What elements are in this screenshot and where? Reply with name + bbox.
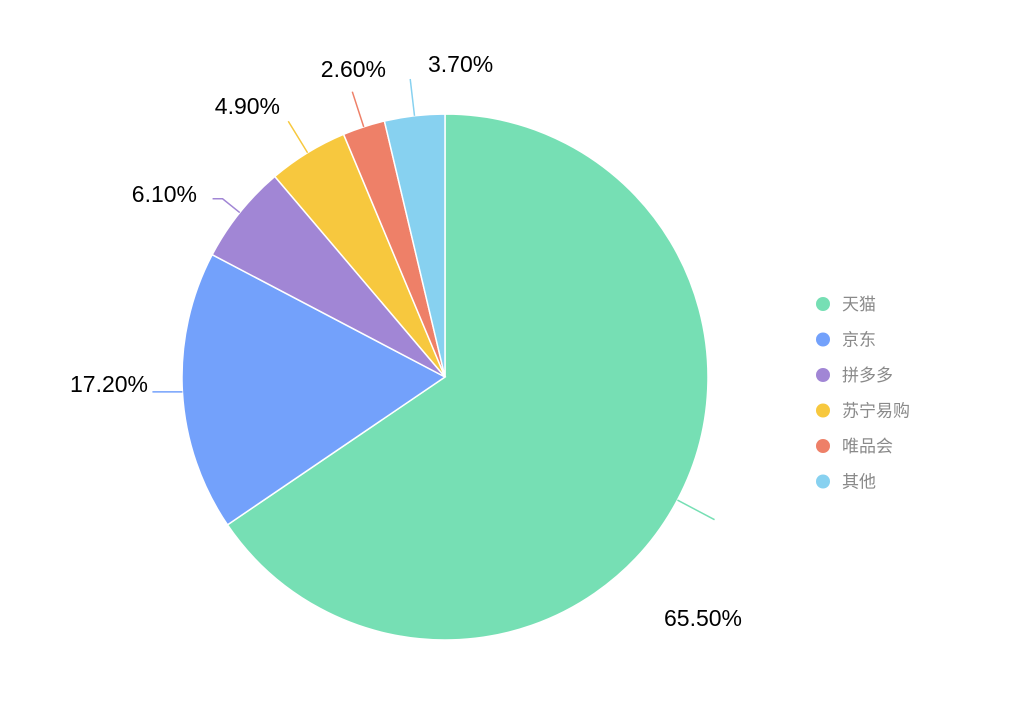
legend-marker xyxy=(816,403,830,418)
legend-label: 其他 xyxy=(842,473,876,493)
pie-slice[interactable] xyxy=(383,113,446,378)
legend-item[interactable]: 拼多多 xyxy=(816,366,893,386)
legend-marker xyxy=(816,368,830,382)
legend-label: 拼多多 xyxy=(842,366,893,386)
pie-slice[interactable] xyxy=(226,113,709,641)
leader-line xyxy=(212,198,241,214)
legend-item[interactable]: 唯品会 xyxy=(816,437,893,457)
percent-label: 2.60% xyxy=(321,56,386,82)
legend-label: 苏宁易购 xyxy=(842,402,910,422)
legend-marker xyxy=(816,297,830,311)
legend-label: 唯品会 xyxy=(842,437,893,457)
legend-marker xyxy=(816,332,830,347)
legend-item[interactable]: 天猫 xyxy=(816,295,876,315)
legend-item[interactable]: 苏宁易购 xyxy=(816,402,910,422)
leader-line xyxy=(287,120,309,154)
leader-line xyxy=(677,499,715,521)
percent-label: 6.10% xyxy=(132,181,197,207)
percent-label: 65.50% xyxy=(664,605,742,631)
legend-marker xyxy=(816,474,830,489)
percent-label: 17.20% xyxy=(70,371,148,397)
percent-label: 3.70% xyxy=(428,51,493,77)
leader-line xyxy=(351,91,365,128)
legend-item[interactable]: 京东 xyxy=(816,331,876,351)
leader-line xyxy=(409,78,416,116)
percent-label: 4.90% xyxy=(215,93,280,119)
legend-label: 天猫 xyxy=(842,295,876,315)
legend-marker xyxy=(816,439,830,453)
legend-label: 京东 xyxy=(842,331,876,351)
pie-slices xyxy=(181,113,709,641)
percent-labels: 65.50% 17.20% 6.10% 4.90% 2.60% 3.70% xyxy=(70,51,742,631)
legend-item[interactable]: 其他 xyxy=(816,473,876,493)
leader-lines xyxy=(152,78,715,521)
